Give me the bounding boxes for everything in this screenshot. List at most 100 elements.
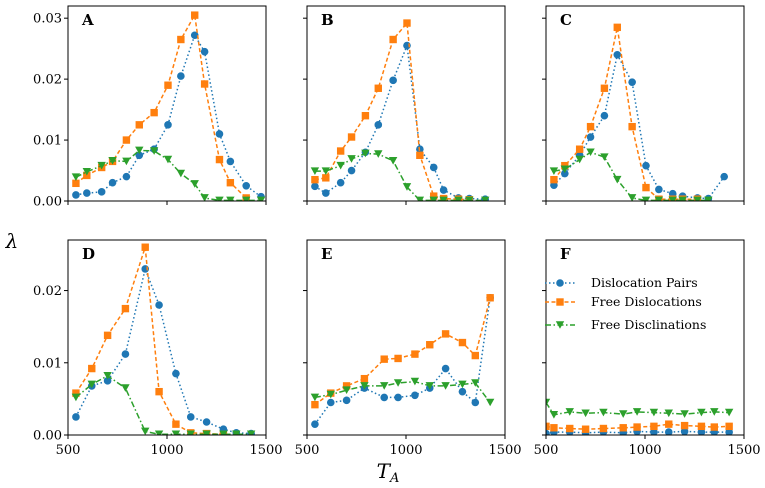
- panel-c-free-disclinations-point: [575, 155, 584, 164]
- panel-c-free-disclinations-point: [586, 148, 595, 157]
- panel-e-free-disclinations-point: [360, 382, 369, 390]
- legend-label-free-disclinations: Free Disclinations: [591, 317, 706, 332]
- panel-c-free-dislocations-point: [575, 145, 584, 153]
- panel-d-dislocation-pairs-point: [186, 413, 195, 421]
- panel-a-free-dislocations-point: [135, 121, 143, 129]
- panel-a-free-disclinations-point: [122, 157, 131, 166]
- panel-c-dislocation-pairs-point: [586, 133, 595, 141]
- panel-e-free-dislocations-point: [458, 338, 467, 347]
- panel-d-free-disclinations-point: [103, 371, 112, 380]
- panel-d-x-tick-label: 1000: [150, 443, 183, 458]
- panel-e-dislocation-pairs-point: [311, 420, 319, 428]
- panel-a-free-dislocations-point: [164, 81, 172, 89]
- panel-c-free-dislocations-point: [642, 183, 650, 192]
- panel-c-dislocation-pairs-point: [642, 161, 650, 170]
- panel-a-y-tick-label: 0.00: [33, 195, 62, 210]
- panel-d-free-dislocations-point: [88, 364, 96, 373]
- panel-c-free-disclinations-point: [627, 194, 637, 201]
- panel-b-free-disclinations-point: [481, 196, 490, 201]
- panel-c-free-disclinations-point: [549, 167, 559, 175]
- panel-c-free-dislocations-point: [586, 122, 595, 131]
- panel-d-series: [71, 243, 256, 435]
- legend-label-free-dislocations: Free Dislocations: [591, 294, 702, 309]
- panel-a-dislocation-pairs-point: [135, 151, 144, 160]
- panel-a-y-tick-label: 0.01: [33, 134, 62, 149]
- x-axis-title-subscript: A: [389, 471, 399, 486]
- panel-d: 500 1000 1500 0.00 0.01 0.02 D: [33, 239, 283, 458]
- panel-e-x-tick-label: 500: [295, 443, 320, 458]
- panel-f-free-dislocations-point: [599, 424, 608, 433]
- panel-b-dislocation-pairs-point: [389, 76, 397, 85]
- legend: Dislocation Pairs Free Dislocations Free…: [545, 275, 706, 332]
- panel-e-free-dislocations-point: [411, 350, 419, 358]
- panel-e-dislocation-pairs-point: [394, 393, 402, 402]
- panel-d-free-dislocations-point: [121, 304, 130, 313]
- panel-a-free-disclinations-point: [163, 155, 173, 164]
- panel-e-letter: E: [321, 245, 332, 263]
- panel-b-free-dislocations-point: [322, 174, 330, 182]
- panel-e-free-dislocations-point: [311, 400, 319, 409]
- panel-d-free-disclinations-point: [246, 430, 256, 435]
- panel-c-frame: [545, 5, 745, 202]
- legend-marker-dislocation-pairs: [556, 279, 564, 287]
- panel-f-x-tick-label: 1500: [727, 443, 760, 458]
- panel-e-dislocation-pairs-point: [342, 396, 351, 405]
- panel-c-letter: C: [560, 11, 572, 29]
- panel-e-free-disclinations-point: [410, 377, 420, 386]
- panel-c-series: [549, 23, 728, 201]
- panel-e-free-dislocations-point: [441, 330, 450, 338]
- panel-d-frame: [67, 239, 267, 436]
- panel-a-free-disclinations-point: [200, 194, 209, 201]
- panel-b-free-dislocations-point: [403, 19, 411, 27]
- panel-f-free-dislocations-point: [546, 422, 550, 431]
- panel-e-free-dislocations-point: [394, 354, 402, 363]
- panel-c-dislocation-pairs-point: [600, 111, 609, 120]
- panel-e-free-dislocations-point: [380, 355, 388, 363]
- panel-c-free-disclinations-line: [553, 151, 709, 201]
- panel-b-dislocation-pairs-point: [439, 186, 448, 194]
- panel-f-x-tick-label: 500: [534, 443, 559, 458]
- panel-a-free-dislocations-point: [200, 80, 209, 88]
- panel-e-free-disclinations-point: [425, 382, 434, 390]
- panel-b-free-disclinations-point: [347, 155, 356, 163]
- panel-d-free-disclinations-line: [75, 374, 252, 435]
- panel-f-free-dislocations-point: [650, 422, 658, 431]
- panel-a-dislocation-pairs-line: [75, 33, 262, 198]
- panel-d-y-tick-label: 0.01: [33, 356, 62, 371]
- panel-a-dislocation-pairs-point: [72, 191, 80, 199]
- panel-b-dislocation-pairs-point: [347, 166, 356, 175]
- panel-e-dislocation-pairs-point: [458, 387, 467, 396]
- panel-f-free-dislocations-point: [697, 422, 706, 431]
- panel-f-series: [546, 398, 734, 435]
- panel-d-free-disclinations-point: [202, 430, 211, 435]
- panel-f: 500 1000 1500 F: [534, 239, 761, 458]
- panel-f-free-disclinations-point: [546, 398, 551, 407]
- panel-f-free-disclinations-point: [680, 410, 689, 418]
- panel-f-frame: [545, 239, 745, 436]
- panel-d-dislocation-pairs-point: [72, 413, 80, 421]
- panel-f-letter: F: [560, 245, 571, 263]
- panel-c-free-dislocations-point: [613, 23, 621, 32]
- panel-c-dislocation-pairs-line: [553, 52, 725, 200]
- panel-b-dislocation-pairs-point: [336, 178, 345, 187]
- panel-f-free-dislocations-point: [725, 422, 733, 431]
- panel-c: C: [542, 5, 745, 205]
- panel-e-free-disclinations-point: [485, 398, 495, 407]
- panel-a-y-tick-label: 0.03: [33, 12, 62, 27]
- panel-b-free-disclinations-point: [321, 167, 331, 175]
- x-axis-title: TA: [377, 459, 400, 486]
- panel-a-free-dislocations-point: [72, 179, 80, 188]
- panel-a-free-dislocations-point: [226, 179, 235, 187]
- panel-d-free-disclinations-point: [171, 430, 181, 435]
- panel-a-dislocation-pairs-point: [122, 172, 131, 181]
- panel-e-free-disclinations-point: [310, 393, 320, 402]
- panel-a-free-disclinations-point: [256, 196, 266, 201]
- panel-e-dislocation-pairs-point: [326, 398, 335, 407]
- panel-a-free-dislocations-point: [215, 155, 224, 164]
- panel-d-dislocation-pairs-line: [75, 266, 252, 435]
- panel-e-free-dislocations-point: [342, 382, 351, 390]
- panel-f-free-dislocations-point: [633, 423, 641, 431]
- panel-b-free-dislocations-point: [361, 111, 370, 120]
- panel-f-free-dislocations-point: [665, 420, 673, 428]
